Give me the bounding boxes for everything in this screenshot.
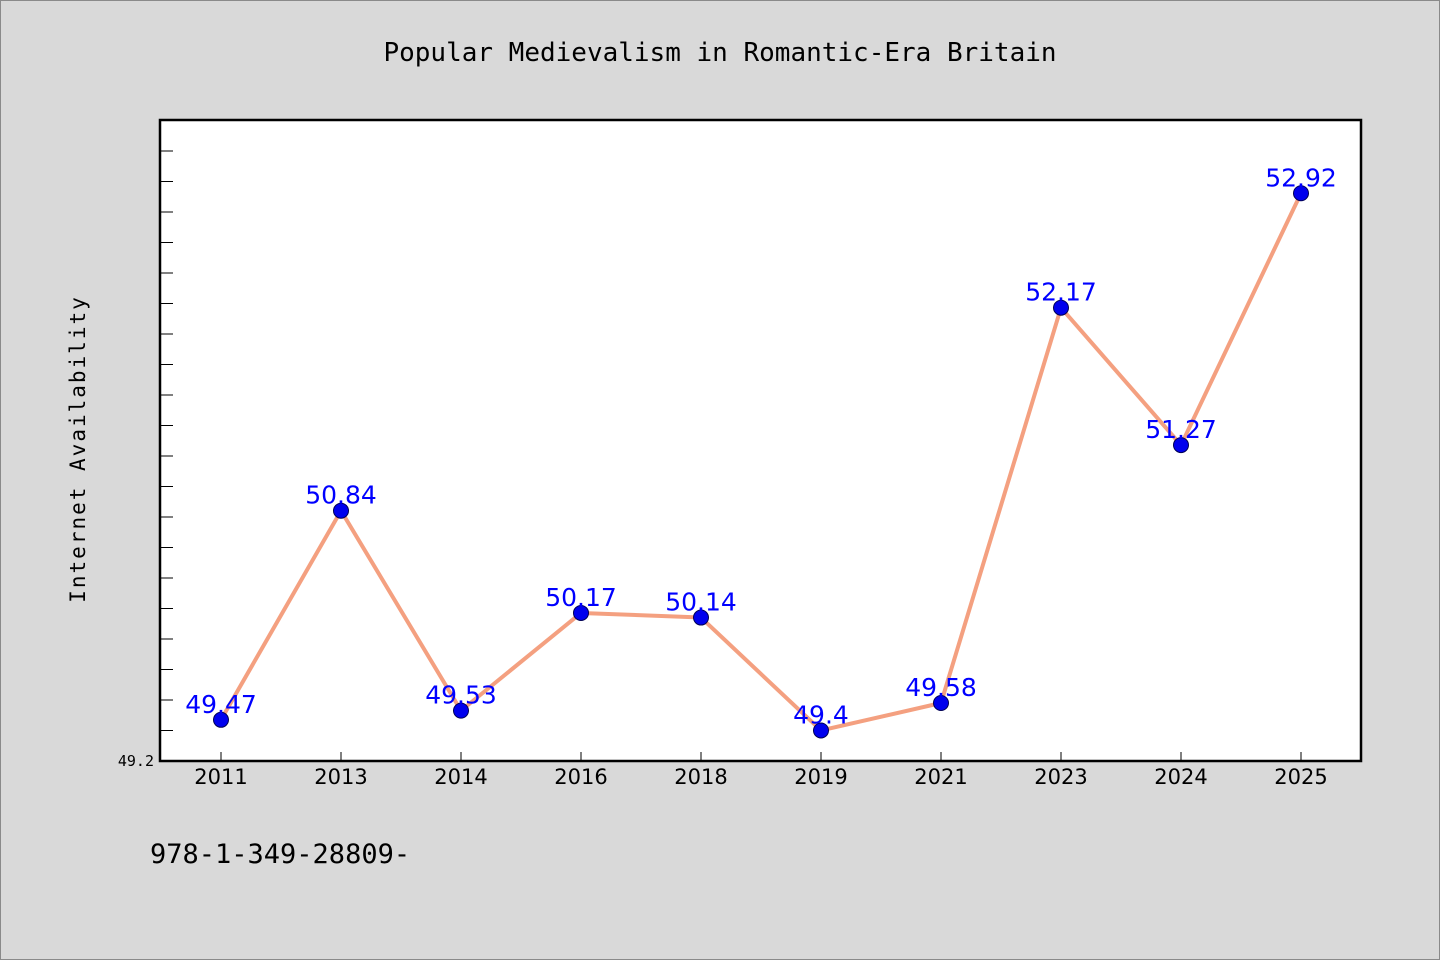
data-label: 50.84 — [305, 481, 377, 510]
series-markers — [213, 185, 1309, 739]
footnote-isbn: 978-1-349-28809- — [150, 839, 410, 870]
data-labels: 49.47 50.84 49.53 50.17 50.14 49.4 49.58 52.17 5… — [185, 163, 1337, 729]
x-tick-label: 2025 — [1274, 765, 1327, 789]
y-axis-tick-labels: 49.2 — [118, 752, 154, 770]
data-label: 51.27 — [1145, 415, 1217, 444]
data-point — [933, 695, 949, 712]
y-axis-label: Internet Availability — [66, 295, 90, 603]
chart-title: Popular Medievalism in Romantic-Era Brit… — [383, 38, 1056, 68]
data-label: 49.47 — [185, 690, 257, 719]
data-label: 50.14 — [665, 588, 737, 617]
x-tick-label: 2024 — [1154, 765, 1207, 789]
series-line — [219, 191, 1303, 733]
x-tick-label: 2013 — [314, 765, 367, 789]
data-point — [813, 722, 829, 739]
data-label: 52.17 — [1025, 278, 1097, 307]
data-label: 52.92 — [1265, 163, 1337, 192]
data-point — [213, 711, 229, 728]
data-point — [453, 702, 469, 719]
data-point — [1173, 437, 1189, 454]
x-axis-tick-labels: 2011 2013 2014 2016 2018 2019 2021 2023 2024 2025 — [194, 765, 1327, 789]
x-tick-label: 2014 — [434, 765, 487, 789]
y-tick-label: 49.2 — [118, 752, 154, 770]
plot-area — [158, 118, 1363, 763]
data-label: 49.58 — [905, 673, 977, 702]
data-point — [573, 604, 589, 621]
x-tick-label: 2023 — [1034, 765, 1087, 789]
x-axis-ticks — [220, 752, 1302, 761]
x-tick-label: 2011 — [194, 765, 247, 789]
data-label: 50.17 — [545, 583, 617, 612]
data-point — [333, 502, 349, 519]
x-tick-label: 2019 — [794, 765, 847, 789]
data-point — [1293, 185, 1309, 202]
data-label: 49.53 — [425, 681, 497, 710]
series-line-group — [219, 191, 1303, 733]
x-tick-label: 2021 — [914, 765, 967, 789]
data-point — [693, 609, 709, 626]
y-axis-minor-ticks — [160, 150, 173, 762]
data-point — [1053, 299, 1069, 316]
x-tick-label: 2016 — [554, 765, 607, 789]
data-label: 49.4 — [793, 700, 849, 729]
x-tick-label: 2018 — [674, 765, 727, 789]
